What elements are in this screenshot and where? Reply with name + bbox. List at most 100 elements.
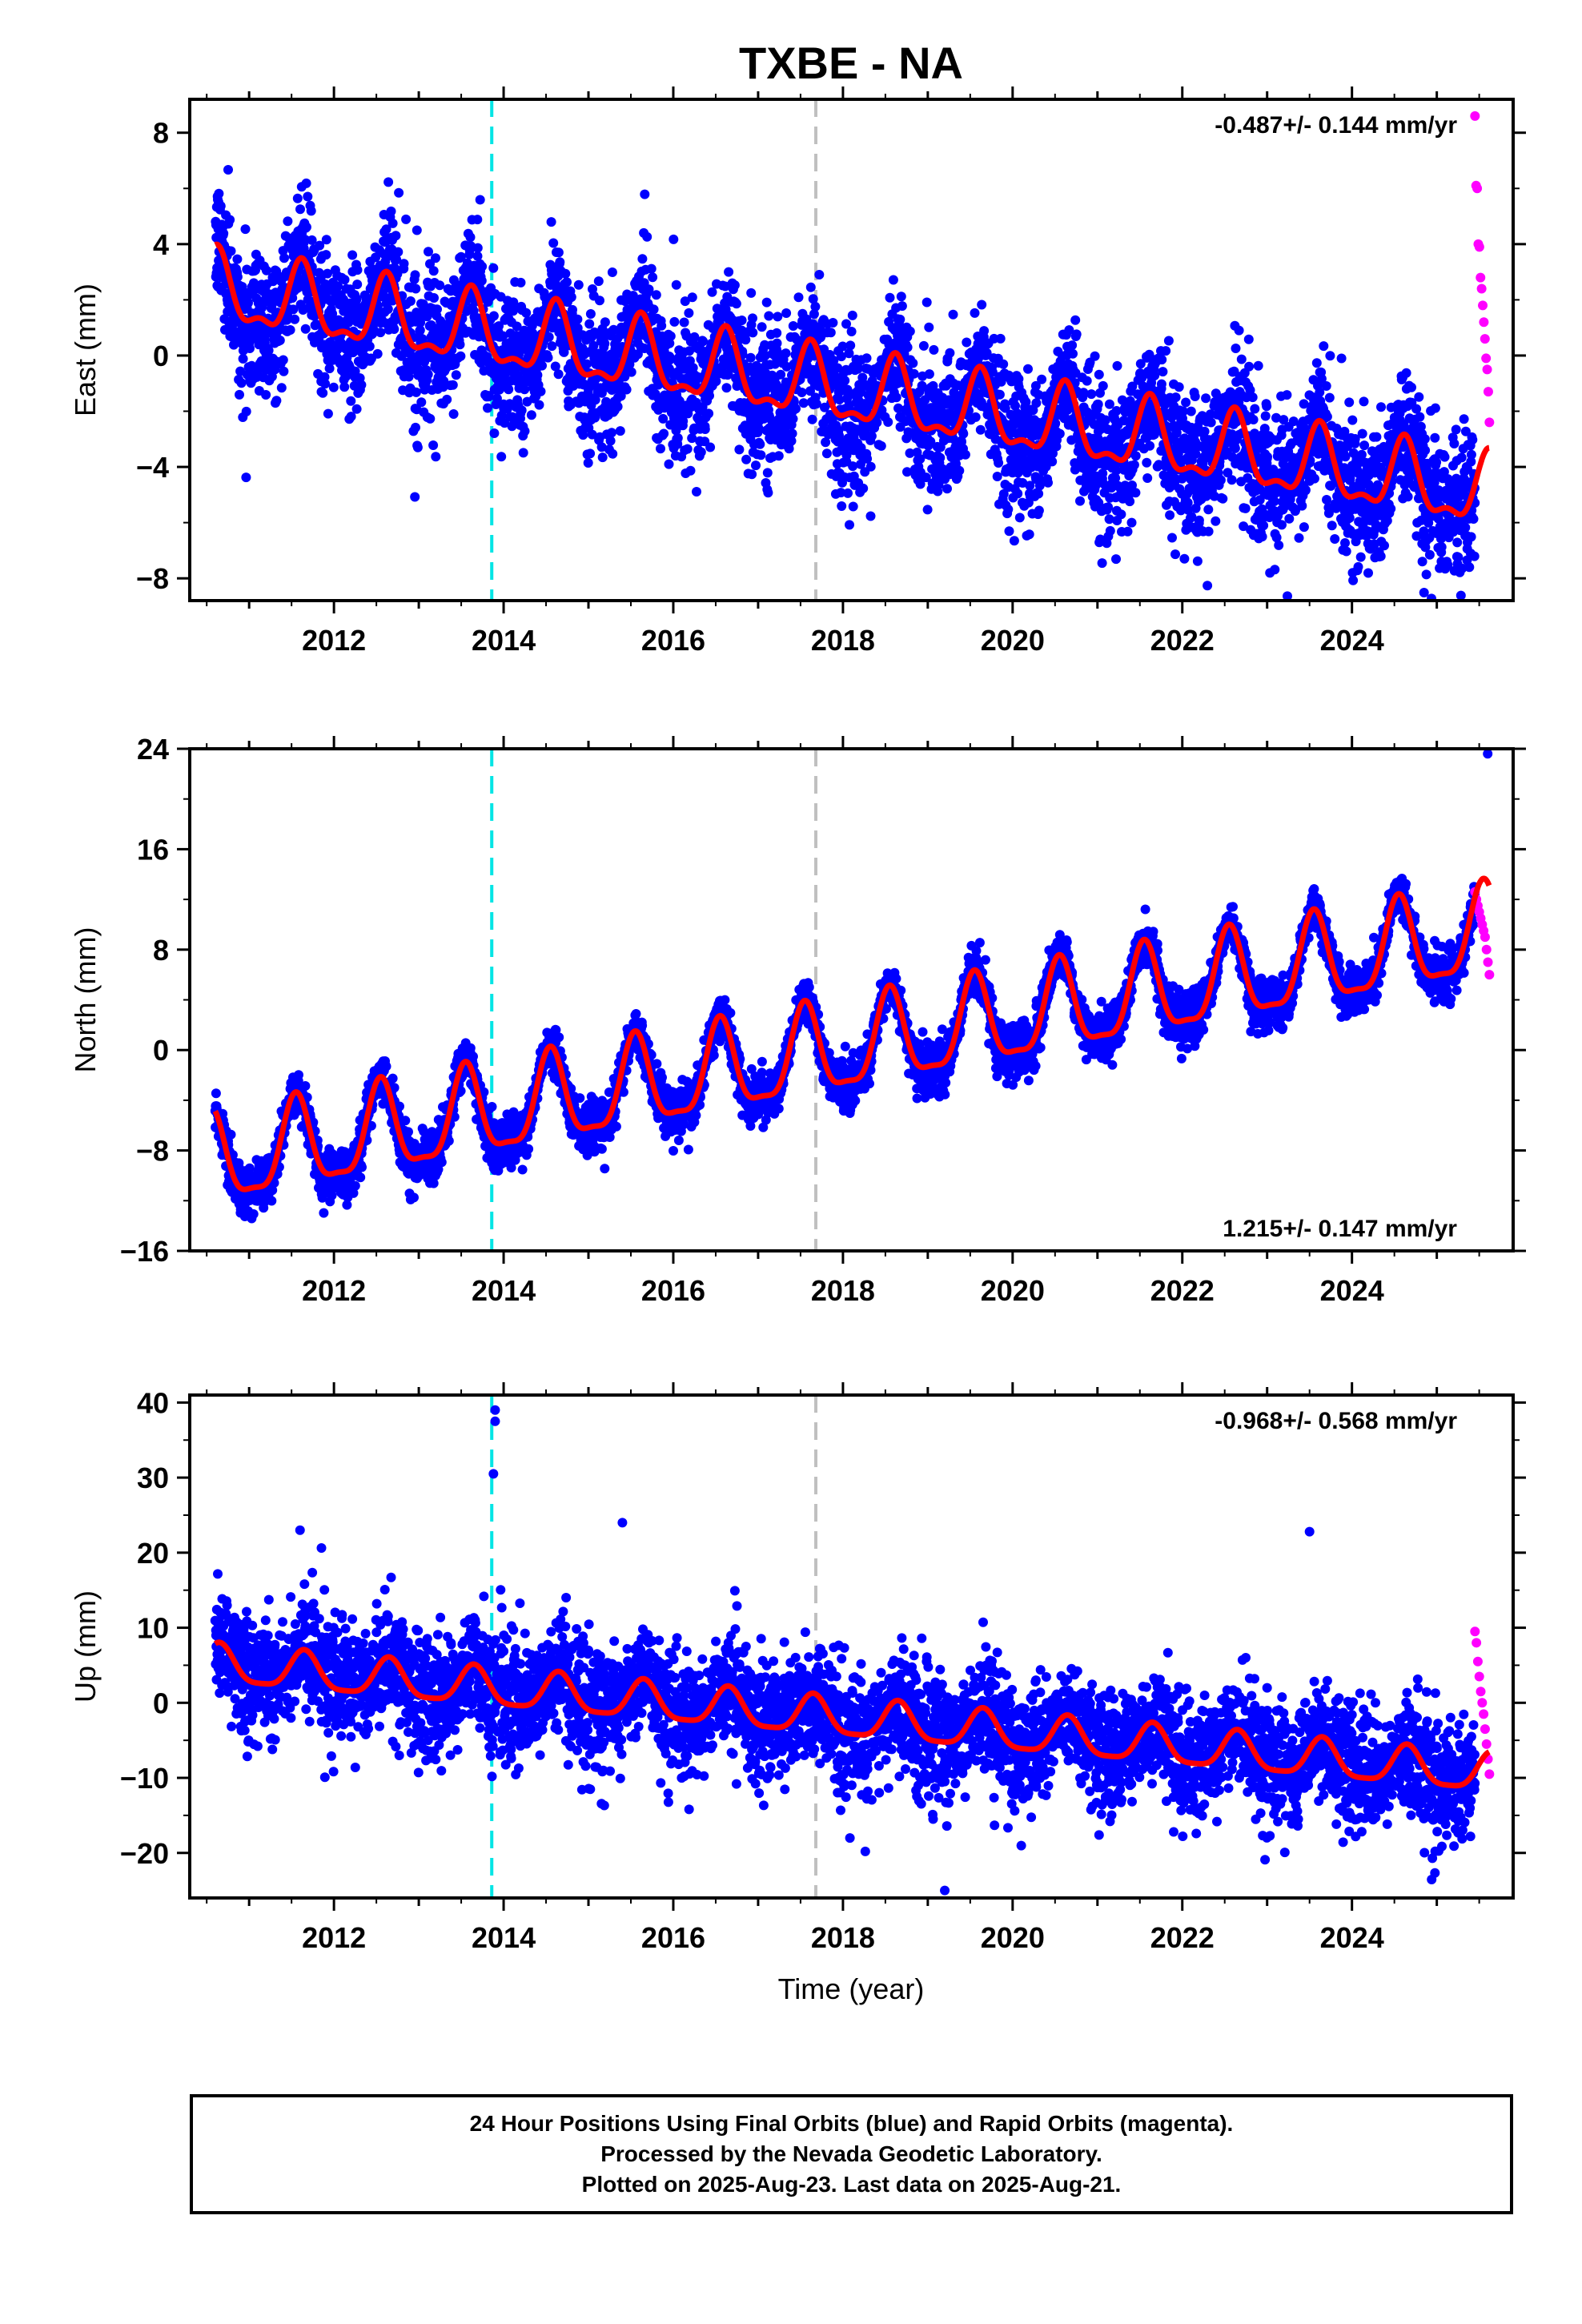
data-point (1309, 473, 1319, 484)
data-point (352, 265, 363, 275)
data-point (276, 383, 287, 393)
data-point (333, 281, 343, 292)
data-point (215, 201, 226, 211)
data-point (1043, 477, 1053, 488)
data-point (288, 304, 299, 315)
data-point (1401, 368, 1411, 378)
data-point (1194, 515, 1204, 525)
data-point (544, 332, 554, 342)
data-point (814, 270, 825, 279)
data-point (431, 253, 440, 263)
data-point (451, 370, 461, 380)
data-point (423, 369, 433, 380)
data-point (235, 389, 244, 400)
data-point (346, 412, 356, 422)
data-point (656, 320, 667, 331)
data-point (339, 382, 350, 392)
data-point (998, 359, 1009, 369)
data-point (1297, 501, 1307, 511)
data-point (1299, 522, 1309, 533)
data-point (763, 488, 773, 498)
data-point (243, 298, 253, 308)
data-point (572, 314, 583, 324)
data-point (1098, 380, 1108, 391)
data-point (1227, 475, 1237, 485)
data-point (555, 257, 565, 267)
data-point (516, 405, 527, 416)
data-point (788, 414, 798, 424)
data-point (412, 442, 423, 452)
data-point (1407, 382, 1416, 392)
data-point (424, 247, 433, 257)
data-point (372, 348, 383, 359)
data-point (219, 228, 229, 239)
data-point (909, 368, 919, 379)
data-point (352, 279, 363, 290)
data-point (1097, 558, 1107, 569)
data-point (707, 287, 717, 297)
data-point (560, 268, 571, 279)
data-point (364, 341, 375, 352)
data-point (1417, 557, 1427, 567)
data-point (488, 311, 499, 321)
data-point (455, 340, 465, 350)
data-point (405, 296, 416, 306)
data-point (698, 336, 709, 347)
data-point (391, 255, 402, 265)
data-point (640, 189, 650, 199)
data-point (442, 394, 452, 404)
data-point (346, 396, 356, 406)
data-point (477, 261, 488, 271)
data-point (1231, 344, 1241, 353)
data-point (1013, 489, 1023, 499)
data-point (1156, 379, 1166, 389)
data-point (673, 433, 683, 443)
data-point (1325, 351, 1335, 361)
data-point (945, 348, 955, 358)
data-point (687, 292, 697, 303)
data-point (1341, 546, 1351, 557)
data-point (1126, 517, 1137, 528)
data-point (865, 511, 876, 521)
data-point (1282, 390, 1292, 400)
data-point (504, 384, 514, 395)
data-point (534, 400, 544, 410)
data-point (665, 338, 675, 348)
data-point (1103, 502, 1114, 513)
data-point (664, 459, 674, 469)
data-point (704, 408, 714, 419)
data-point (383, 177, 394, 187)
data-point (1340, 538, 1350, 548)
data-point (773, 312, 783, 322)
data-point (416, 397, 427, 408)
data-point (748, 313, 757, 324)
data-point (995, 333, 1006, 344)
data-point (550, 361, 560, 372)
data-point (1181, 397, 1191, 408)
data-point (958, 428, 969, 439)
data-point (646, 263, 656, 274)
data-point (1274, 540, 1284, 550)
data-point (386, 206, 396, 216)
data-point (456, 351, 466, 361)
data-point (1094, 369, 1104, 380)
data-point (318, 388, 328, 398)
data-point (271, 396, 282, 406)
data-point (642, 231, 652, 242)
data-point (1068, 348, 1078, 359)
data-point (237, 282, 247, 292)
data-point (410, 270, 420, 280)
data-point (226, 246, 236, 256)
data-point (1206, 417, 1216, 428)
data-point (761, 297, 772, 308)
data-point (845, 340, 856, 351)
data-point (1158, 367, 1168, 377)
data-point (811, 399, 821, 409)
data-point (1218, 493, 1228, 504)
data-point (840, 376, 850, 386)
data-point (428, 440, 439, 450)
data-point (241, 406, 251, 416)
data-point (700, 424, 710, 434)
data-point (263, 345, 274, 356)
